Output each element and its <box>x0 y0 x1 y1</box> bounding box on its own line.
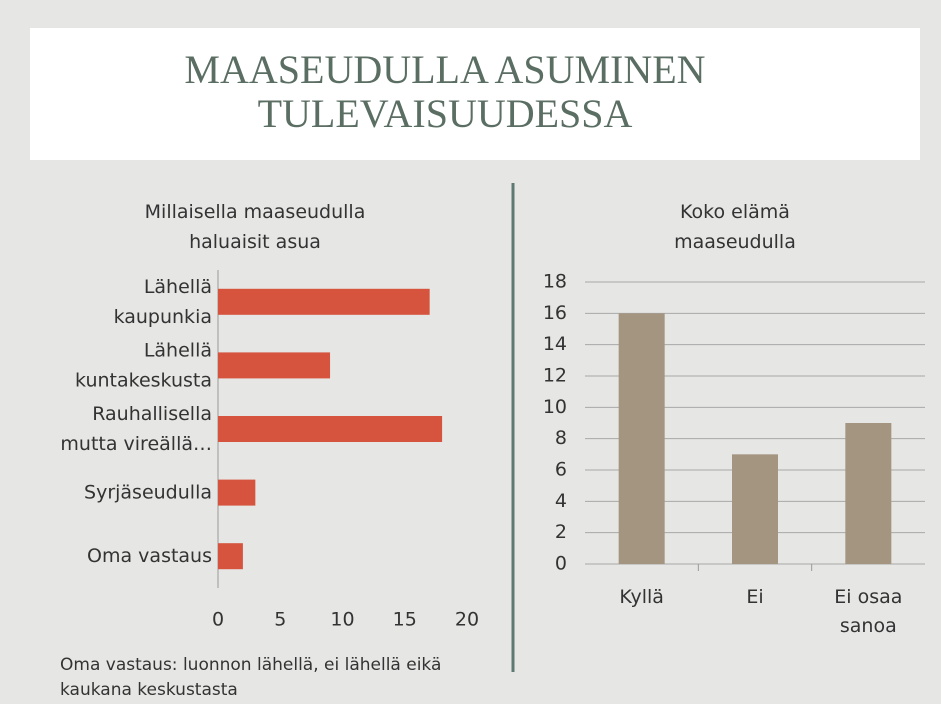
bar <box>218 543 243 570</box>
bar <box>218 479 256 506</box>
x-tick-label: 20 <box>455 609 479 631</box>
y-tick-label: Rauhallisella mutta vireällä… <box>60 403 212 455</box>
x-tick-label: Ei <box>746 586 763 608</box>
bar <box>732 454 778 564</box>
y-tick-label: Oma vastaus <box>87 545 212 567</box>
bar <box>618 313 665 564</box>
y-tick-label: 0 <box>555 553 567 575</box>
bar <box>218 416 443 442</box>
y-tick-label: 4 <box>555 490 567 512</box>
chart-title: Millaisella maaseudulla haluaisit asua <box>145 201 366 253</box>
title-box <box>30 28 920 160</box>
y-tick-label: 18 <box>543 271 567 293</box>
y-tick-label: 2 <box>555 521 567 543</box>
chart-title: Koko elämä maaseudulla <box>674 201 796 253</box>
bar <box>218 288 430 315</box>
x-tick-label: 15 <box>393 609 417 631</box>
bar <box>218 352 331 379</box>
x-tick-label: Ei osaa sanoa <box>834 586 902 637</box>
x-tick-label: Kyllä <box>619 586 664 608</box>
x-tick-label: 10 <box>330 609 354 631</box>
y-tick-label: 6 <box>555 459 567 481</box>
x-tick-label: 0 <box>212 609 224 631</box>
x-tick-label: 5 <box>274 609 286 631</box>
note: Oma vastaus: luonnon lähellä, ei lähellä… <box>60 655 442 700</box>
y-tick-label: 8 <box>555 427 567 449</box>
y-tick-label: Lähellä kaupunkia <box>114 275 212 327</box>
y-tick-label: 14 <box>543 333 567 355</box>
y-tick-label: 12 <box>543 365 567 387</box>
y-tick-label: 16 <box>543 302 567 324</box>
bar <box>845 423 892 564</box>
slide-title: MAASEUDULLA ASUMINEN TULEVAISUUDESSA <box>184 47 706 136</box>
y-tick-label: Lähellä kuntakeskusta <box>75 339 212 391</box>
y-tick-label: 10 <box>543 396 567 418</box>
y-tick-label: Syrjäseudulla <box>84 481 212 503</box>
